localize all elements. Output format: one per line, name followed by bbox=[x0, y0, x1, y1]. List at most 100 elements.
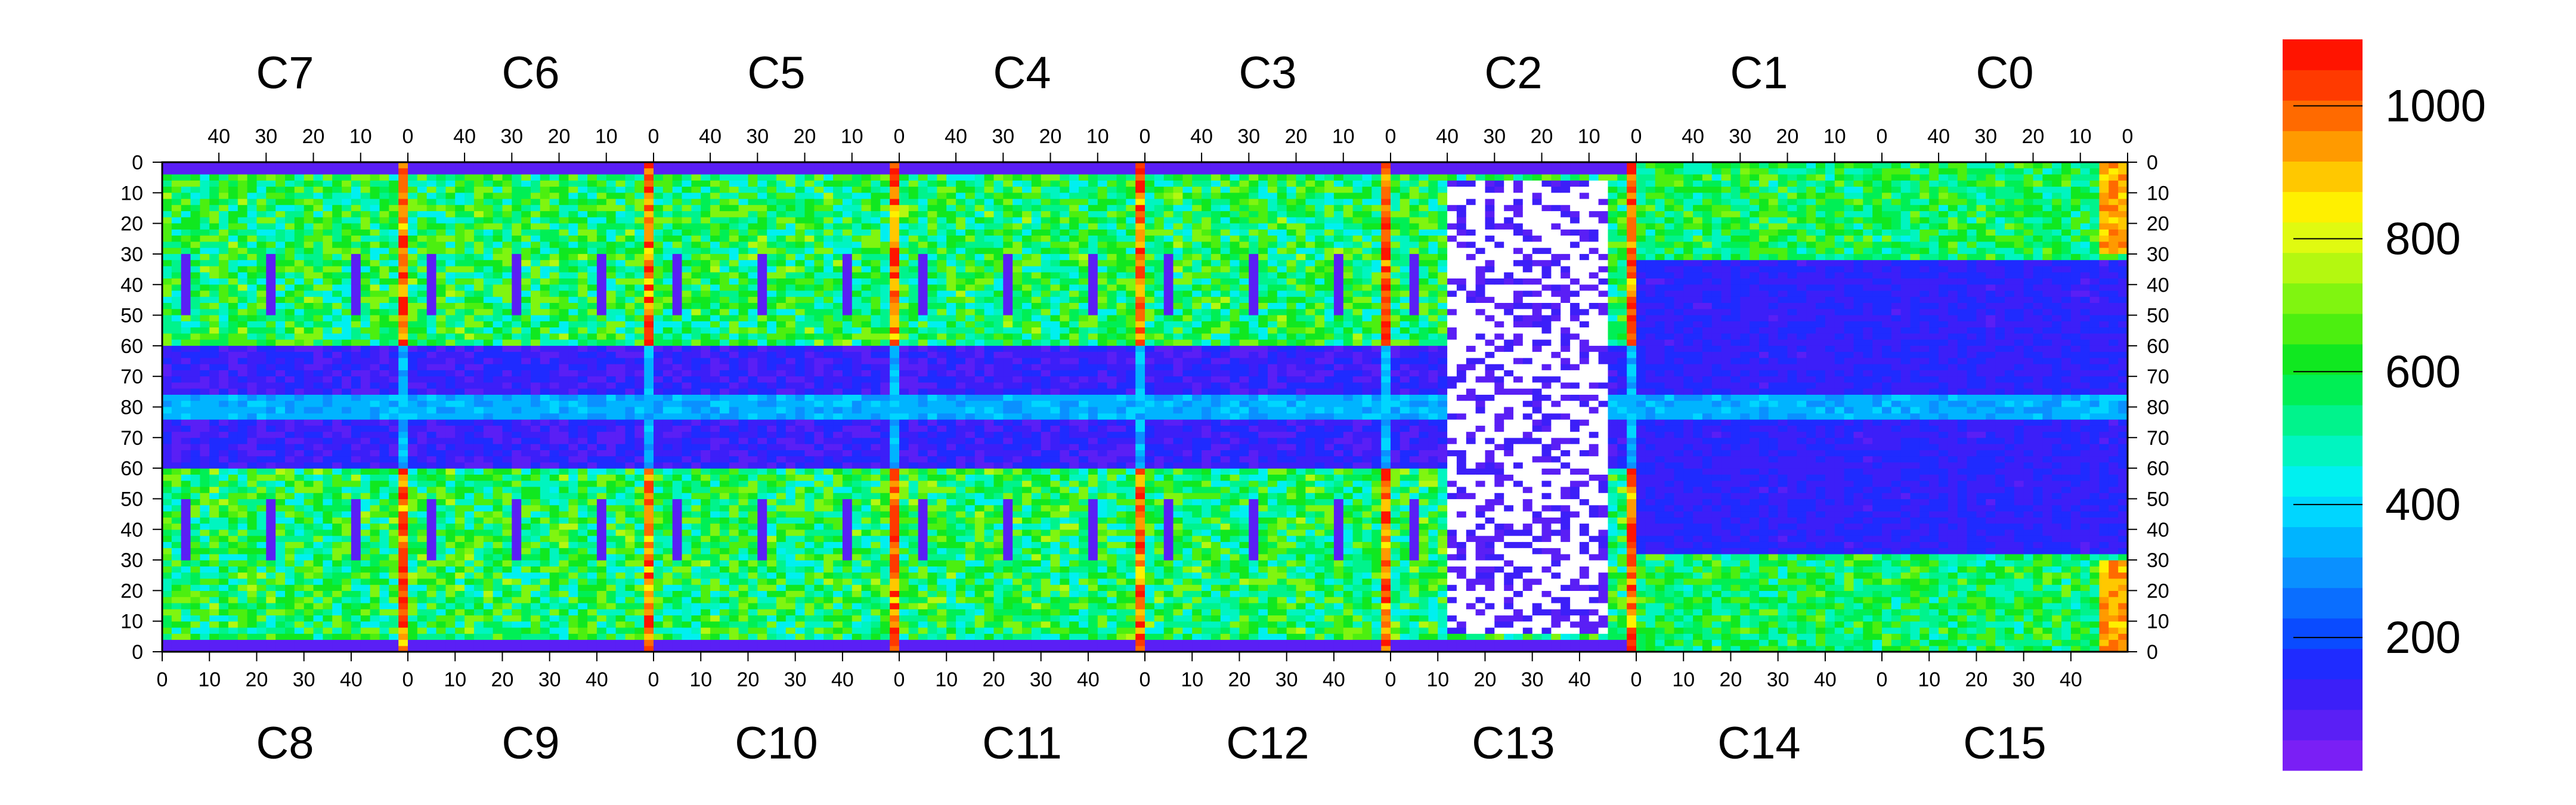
colorbar-segment bbox=[2283, 679, 2363, 710]
top-tick-label: 30 bbox=[746, 125, 769, 148]
bottom-tick-label: 10 bbox=[1672, 668, 1695, 691]
top-tick-label: 30 bbox=[500, 125, 523, 148]
bottom-tick-label: 30 bbox=[1030, 668, 1052, 691]
top-tick-label: 0 bbox=[1385, 125, 1397, 148]
left-tick-label: 10 bbox=[120, 182, 143, 205]
right-tick-label: 10 bbox=[2147, 611, 2169, 633]
top-tick-label: 20 bbox=[548, 125, 571, 148]
bottom-tick-label: 30 bbox=[2012, 668, 2035, 691]
top-tick-label: 30 bbox=[1237, 125, 1260, 148]
right-tick-label: 80 bbox=[2147, 397, 2169, 419]
colorbar: 200 400 600 800 1000 bbox=[2283, 39, 2486, 771]
bottom-tick-label: 20 bbox=[491, 668, 514, 691]
top-tick-label: 10 bbox=[1086, 125, 1109, 148]
top-tick-label: 20 bbox=[1285, 125, 1308, 148]
heatmap-cells bbox=[162, 162, 2128, 652]
chip-label-top: C0 bbox=[1976, 48, 2033, 98]
chip-label-bottom: C11 bbox=[982, 718, 1062, 769]
colorbar-segment bbox=[2283, 70, 2363, 101]
right-tick-label: 40 bbox=[2147, 519, 2169, 541]
bottom-tick-label: 20 bbox=[1965, 668, 1988, 691]
top-tick-label: 30 bbox=[1729, 125, 1751, 148]
right-tick-label: 50 bbox=[2147, 488, 2169, 510]
bottom-tick-label: 40 bbox=[831, 668, 854, 691]
left-tick-label: 10 bbox=[120, 611, 143, 633]
top-tick-label: 20 bbox=[794, 125, 816, 148]
bottom-tick-label: 10 bbox=[1181, 668, 1203, 691]
left-tick-label: 20 bbox=[120, 213, 143, 236]
bottom-tick-label: 10 bbox=[1426, 668, 1449, 691]
bottom-tick-label: 0 bbox=[1631, 668, 1642, 691]
axis-labels: 40 30 20 10 0 C7 40 30 20 10 0 C6 40 30 20 10 0 C5 40 30 20 1… bbox=[120, 48, 2169, 769]
top-tick-label: 20 bbox=[302, 125, 325, 148]
colorbar-segment bbox=[2283, 709, 2363, 741]
top-tick-label: 0 bbox=[894, 125, 905, 148]
colorbar-segment bbox=[2283, 648, 2363, 680]
top-tick-label: 30 bbox=[255, 125, 277, 148]
right-tick-label: 30 bbox=[2147, 549, 2169, 572]
top-tick-label: 20 bbox=[1531, 125, 1553, 148]
top-tick-label: 10 bbox=[2069, 125, 2092, 148]
right-tick-label: 50 bbox=[2147, 305, 2169, 327]
top-tick-label: 20 bbox=[1039, 125, 1062, 148]
left-tick-label: 40 bbox=[120, 519, 143, 541]
bottom-tick-label: 20 bbox=[737, 668, 760, 691]
bottom-tick-label: 10 bbox=[689, 668, 712, 691]
colorbar-segment bbox=[2283, 739, 2363, 771]
chip-label-bottom: C9 bbox=[501, 718, 559, 769]
chip-label-bottom: C13 bbox=[1472, 718, 1555, 769]
bottom-tick-label: 10 bbox=[198, 668, 221, 691]
chip-label-top: C5 bbox=[747, 48, 805, 98]
colorbar-segment bbox=[2283, 405, 2363, 436]
bottom-tick-label: 20 bbox=[983, 668, 1005, 691]
left-tick-label: 70 bbox=[120, 427, 143, 450]
top-tick-label: 30 bbox=[1483, 125, 1506, 148]
left-tick-label: 0 bbox=[132, 151, 143, 174]
right-tick-label: 0 bbox=[2147, 151, 2158, 174]
top-tick-label: 0 bbox=[1631, 125, 1642, 148]
colorbar-segment bbox=[2283, 496, 2363, 527]
chip-label-top: C7 bbox=[256, 48, 314, 98]
bottom-tick-label: 10 bbox=[935, 668, 958, 691]
top-tick-label: 20 bbox=[2022, 125, 2045, 148]
left-tick-label: 50 bbox=[120, 488, 143, 510]
right-tick-label: 20 bbox=[2147, 213, 2169, 236]
bottom-tick-label: 0 bbox=[1140, 668, 1151, 691]
colorbar-segment bbox=[2283, 618, 2363, 649]
left-tick-label: 50 bbox=[120, 305, 143, 327]
chip-label-top: C4 bbox=[993, 48, 1051, 98]
right-tick-label: 60 bbox=[2147, 335, 2169, 358]
chip-label-top: C1 bbox=[1730, 48, 1788, 98]
chip-label-bottom: C8 bbox=[256, 718, 314, 769]
top-tick-label: 40 bbox=[1436, 125, 1459, 148]
colorbar-segment bbox=[2283, 222, 2363, 253]
top-tick-label: 0 bbox=[1877, 125, 1888, 148]
chip-label-top: C2 bbox=[1484, 48, 1542, 98]
bottom-tick-label: 0 bbox=[894, 668, 905, 691]
left-tick-label: 20 bbox=[120, 580, 143, 602]
bottom-tick-label: 20 bbox=[1474, 668, 1497, 691]
right-tick-label: 40 bbox=[2147, 274, 2169, 296]
top-tick-label: 10 bbox=[841, 125, 863, 148]
top-tick-label: 10 bbox=[595, 125, 618, 148]
left-tick-label: 40 bbox=[120, 274, 143, 296]
bottom-tick-label: 20 bbox=[1720, 668, 1742, 691]
right-tick-label: 30 bbox=[2147, 243, 2169, 266]
left-tick-label: 30 bbox=[120, 549, 143, 572]
left-tick-label: 70 bbox=[120, 366, 143, 388]
left-tick-label: 80 bbox=[120, 397, 143, 419]
bottom-tick-label: 0 bbox=[1877, 668, 1888, 691]
bottom-tick-label: 10 bbox=[1918, 668, 1940, 691]
colorbar-tick-label: 800 bbox=[2385, 213, 2461, 264]
chip-label-top: C6 bbox=[501, 48, 559, 98]
top-tick-label: 20 bbox=[1776, 125, 1799, 148]
bottom-tick-label: 40 bbox=[586, 668, 608, 691]
colorbar-segment bbox=[2283, 557, 2363, 589]
chip-label-bottom: C12 bbox=[1226, 718, 1309, 769]
left-tick-label: 60 bbox=[120, 335, 143, 358]
top-tick-label: 40 bbox=[453, 125, 476, 148]
colorbar-segment bbox=[2283, 587, 2363, 619]
top-tick-label: 10 bbox=[1823, 125, 1846, 148]
colorbar-segment bbox=[2283, 283, 2363, 314]
